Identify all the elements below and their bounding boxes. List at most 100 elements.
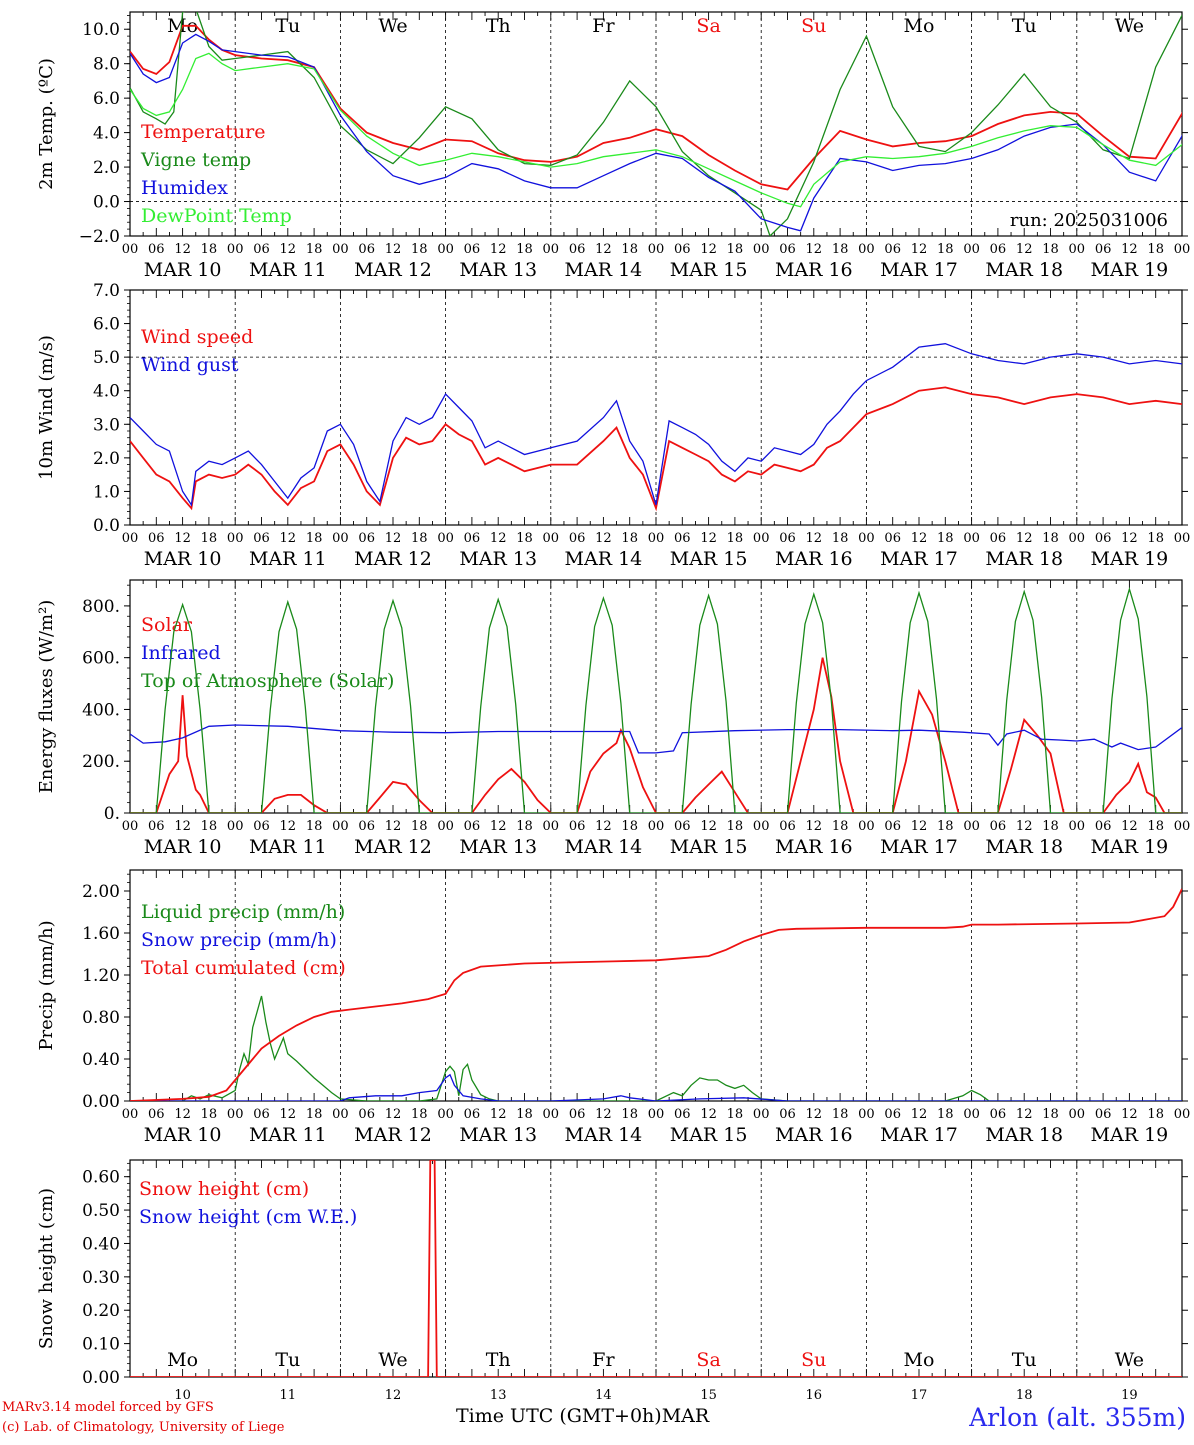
temp-hour-label: 06 (358, 242, 375, 257)
precip-hour-label: 12 (280, 1107, 297, 1122)
precip-hour-label: 18 (727, 1107, 744, 1122)
snow-ytick-label: 0.40 (82, 1234, 120, 1254)
energy-date-label: MAR 10 (144, 836, 222, 858)
temp-hour-label: 06 (253, 242, 270, 257)
wind-hour-label: 12 (700, 531, 717, 546)
wind-hour-label: 12 (385, 531, 402, 546)
precip-hour-label: 06 (569, 1107, 586, 1122)
wind-hour-label: 06 (569, 531, 586, 546)
temp-hour-label: 06 (464, 242, 481, 257)
temp-series-temperature (130, 24, 1182, 191)
energy-hour-label: 12 (595, 819, 612, 834)
temp-date-label: MAR 13 (459, 259, 537, 281)
precip-hour-label: 00 (437, 1107, 454, 1122)
precip-hour-label: 12 (700, 1107, 717, 1122)
energy-hour-label: 00 (122, 819, 139, 834)
wind-hour-label: 00 (543, 531, 560, 546)
temp-hour-label: 00 (648, 242, 665, 257)
precip-hour-label: 00 (753, 1107, 770, 1122)
precip-date-label: MAR 17 (880, 1124, 958, 1146)
temp-hour-label: 06 (674, 242, 691, 257)
precip-series-liquid-precip-mm-h (130, 995, 1182, 1101)
wind-legend-entry: Wind speed (141, 326, 253, 348)
precip-hour-label: 06 (148, 1107, 165, 1122)
snow-day-name: Mo (167, 1349, 198, 1371)
precip-date-label: MAR 11 (249, 1124, 327, 1146)
lab-credit: (c) Lab. of Climatology, University of L… (2, 1420, 285, 1435)
precip-hour-label: 00 (858, 1107, 875, 1122)
wind-ytick-label: 1.0 (93, 482, 120, 502)
precip-ytick-label: 0.80 (82, 1008, 120, 1028)
temp-hour-label: 00 (1174, 242, 1191, 257)
energy-hour-label: 00 (753, 819, 770, 834)
precip-hour-label: 12 (174, 1107, 191, 1122)
energy-ytick-label: 800. (82, 597, 120, 617)
wind-hour-label: 06 (779, 531, 796, 546)
energy-hour-label: 06 (1095, 819, 1112, 834)
wind-hour-label: 06 (358, 531, 375, 546)
snow-day-name: Tu (275, 1349, 300, 1371)
energy-hour-label: 06 (358, 819, 375, 834)
precip-ylabel: Precip (mm/h) (36, 920, 57, 1050)
temp-hour-label: 18 (727, 242, 744, 257)
temp-hour-label: 00 (122, 242, 139, 257)
temp-hour-label: 12 (911, 242, 928, 257)
temp-hour-label: 12 (700, 242, 717, 257)
precip-date-label: MAR 18 (985, 1124, 1063, 1146)
energy-date-label: MAR 19 (1091, 836, 1169, 858)
temp-hour-label: 12 (1016, 242, 1033, 257)
temp-frame (129, 11, 1183, 237)
precip-hour-label: 00 (543, 1107, 560, 1122)
wind-hour-label: 00 (122, 531, 139, 546)
energy-hour-label: 00 (227, 819, 244, 834)
wind-series-wind-speed (130, 386, 1182, 512)
energy-hour-label: 12 (174, 819, 191, 834)
temp-hour-label: 18 (621, 242, 638, 257)
day-number: 19 (1121, 1388, 1138, 1403)
energy-hour-label: 18 (621, 819, 638, 834)
temp-hour-label: 12 (385, 242, 402, 257)
day-number: 16 (806, 1388, 823, 1403)
wind-hour-label: 06 (464, 531, 481, 546)
temp-hour-label: 00 (227, 242, 244, 257)
temp-hour-label: 18 (1042, 242, 1059, 257)
temp-hour-label: 18 (832, 242, 849, 257)
precip-hour-label: 00 (1174, 1107, 1191, 1122)
day-number: 12 (385, 1388, 402, 1403)
energy-date-label: MAR 18 (985, 836, 1063, 858)
temp-ytick-label: 10.0 (82, 20, 120, 40)
precip-ytick-label: 0.00 (82, 1092, 120, 1112)
precip-hour-label: 06 (253, 1107, 270, 1122)
model-credit: MARv3.14 model forced by GFS (2, 1400, 214, 1415)
day-number: 13 (490, 1388, 507, 1403)
temp-ytick-label: −2.0 (79, 227, 120, 247)
snow-day-name: Mo (904, 1349, 935, 1371)
precip-hour-label: 12 (1121, 1107, 1138, 1122)
precip-hour-label: 06 (884, 1107, 901, 1122)
snow-ytick-label: 0.00 (82, 1368, 120, 1388)
day-number: 11 (280, 1388, 297, 1403)
wind-date-label: MAR 10 (144, 548, 222, 570)
snow-ylabel: Snow height (cm) (36, 1188, 57, 1349)
precip-ytick-label: 2.00 (82, 882, 120, 902)
temp-hour-label: 12 (1121, 242, 1138, 257)
wind-hour-label: 00 (437, 531, 454, 546)
temp-date-label: MAR 14 (565, 259, 643, 281)
wind-hour-label: 18 (727, 531, 744, 546)
energy-hour-label: 12 (700, 819, 717, 834)
wind-date-label: MAR 16 (775, 548, 853, 570)
energy-hour-label: 12 (385, 819, 402, 834)
energy-date-label: MAR 15 (670, 836, 748, 858)
energy-hour-label: 06 (148, 819, 165, 834)
run-label: run: 2025031006 (1010, 210, 1168, 231)
temp-ytick-label: 2.0 (93, 158, 120, 178)
precip-series-total-cumulated-cm (130, 888, 1182, 1101)
wind-hour-label: 18 (201, 531, 218, 546)
wind-hour-label: 12 (280, 531, 297, 546)
energy-ytick-label: 400. (82, 700, 120, 720)
energy-hour-label: 06 (253, 819, 270, 834)
temp-series-dewpoint-temp (130, 52, 1182, 208)
snow-day-name: We (1115, 1349, 1144, 1371)
energy-ytick-label: 0. (104, 804, 120, 824)
